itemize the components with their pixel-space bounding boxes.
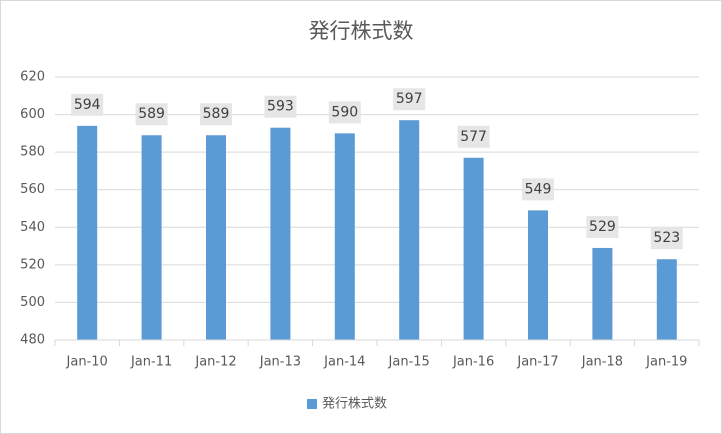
x-tick-label: Jan-13: [259, 355, 301, 370]
data-label: 593: [267, 99, 294, 115]
data-label-box: [264, 95, 297, 118]
bar: [270, 127, 291, 340]
data-label: 589: [203, 106, 230, 122]
y-tick-label: 500: [20, 295, 45, 310]
y-tick-label: 600: [20, 107, 45, 122]
x-tick-label: Jan-19: [645, 355, 687, 370]
bar: [528, 210, 548, 340]
data-label-box: [328, 101, 361, 124]
y-tick-label: 580: [20, 145, 45, 160]
bar: [656, 259, 677, 340]
x-tick-label: Jan-18: [581, 355, 623, 370]
data-label-box: [650, 227, 683, 250]
y-tick-label: 620: [20, 70, 45, 85]
data-label: 597: [396, 91, 423, 107]
x-tick-label: Jan-10: [66, 355, 108, 370]
data-label-box: [71, 93, 104, 116]
data-label-box: [586, 215, 619, 238]
x-tick-label: Jan-11: [130, 355, 172, 370]
legend-swatch: [307, 399, 317, 409]
data-label: 577: [460, 129, 487, 145]
bar: [206, 135, 226, 340]
data-label: 549: [525, 181, 552, 197]
data-label-box: [522, 178, 554, 201]
y-tick-label: 520: [20, 257, 45, 272]
bar: [141, 135, 162, 340]
y-tick-label: 540: [20, 220, 45, 235]
bar: [77, 125, 98, 340]
y-tick-label: 560: [20, 182, 45, 197]
bar: [334, 133, 355, 340]
data-label-box: [393, 88, 426, 111]
y-tick-label: 480: [20, 333, 45, 348]
bar: [592, 247, 613, 340]
data-label: 589: [138, 106, 165, 122]
x-tick-label: Jan-14: [323, 355, 365, 370]
bar: [463, 157, 484, 340]
data-label-box: [135, 103, 168, 126]
x-tick-label: Jan-17: [516, 355, 558, 370]
x-tick-label: Jan-15: [388, 355, 430, 370]
x-tick-label: Jan-16: [452, 355, 494, 370]
data-label-box: [457, 125, 490, 148]
legend-label: 発行株式数: [322, 397, 387, 412]
data-label: 590: [331, 104, 358, 120]
x-tick-label: Jan-12: [194, 355, 236, 370]
data-label: 594: [74, 97, 101, 113]
data-label: 529: [589, 219, 616, 235]
data-label-box: [200, 103, 232, 126]
chart-title: 発行株式数: [309, 19, 414, 43]
bar: [399, 120, 420, 340]
data-label: 523: [653, 230, 680, 246]
